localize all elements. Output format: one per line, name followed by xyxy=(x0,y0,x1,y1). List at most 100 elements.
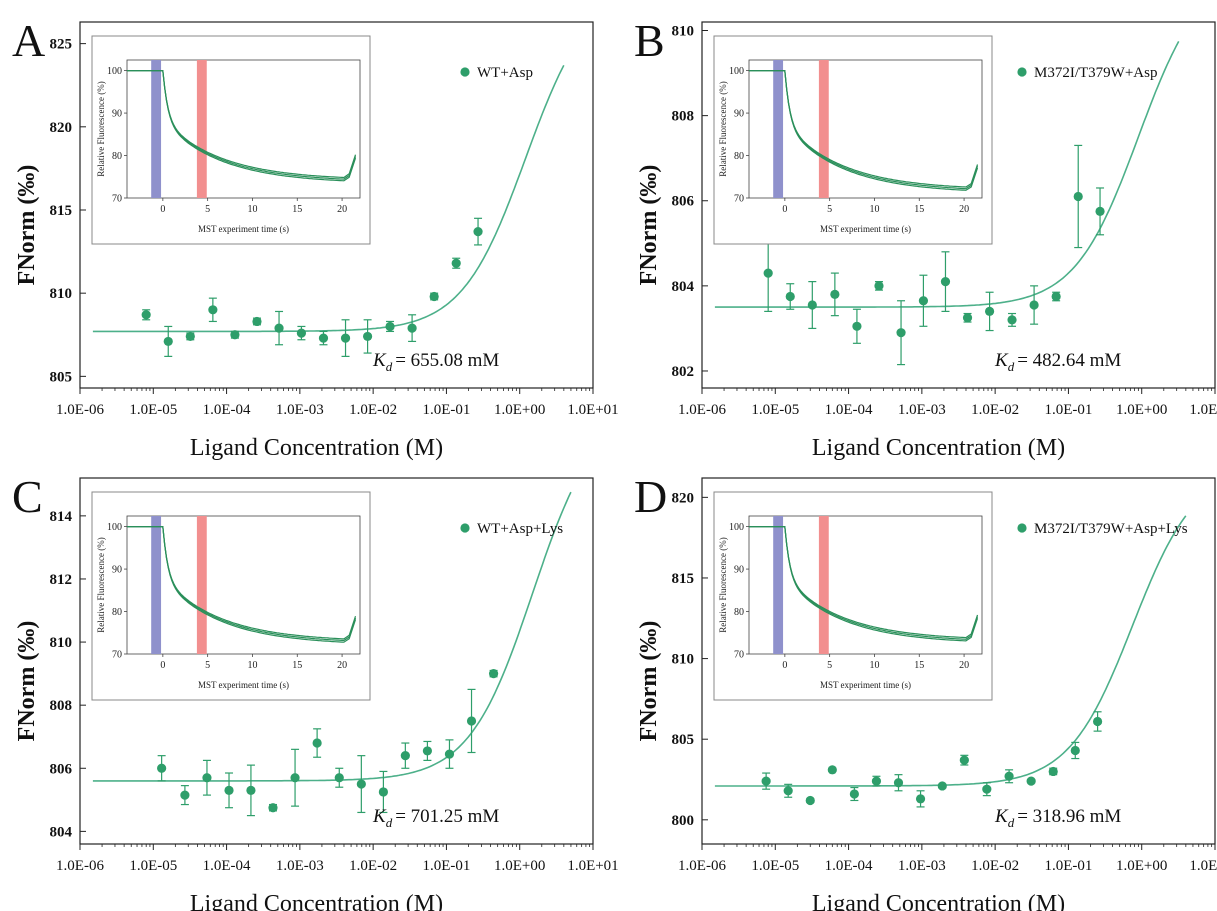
inset-x-label: MST experiment time (s) xyxy=(820,224,911,234)
point-marker xyxy=(1095,206,1105,216)
data-point xyxy=(1092,711,1103,732)
x-tick-label: 1.0E-02 xyxy=(349,402,397,418)
y-axis-title: FNorm (‰) xyxy=(14,165,40,286)
kd-annotation: Kd = 318.96 mM xyxy=(994,806,1121,830)
point-marker xyxy=(202,773,212,783)
inset-y-label: Relative Fluorescence (%) xyxy=(718,81,728,176)
inset-plot: 70 80 90 100 0 5 10 15 20 MST experiment time (s)… xyxy=(91,491,371,701)
data-point xyxy=(224,772,234,809)
x-tick-label: 1.0E+01 xyxy=(1189,402,1217,418)
x-tick-label: 1.0E+01 xyxy=(567,858,618,874)
mst-trace xyxy=(749,69,979,190)
data-point xyxy=(296,325,307,341)
mst-trace xyxy=(127,69,357,179)
data-point xyxy=(202,759,212,796)
panel-letter: D xyxy=(634,471,667,522)
x-tick-label: 1.0E-01 xyxy=(422,402,470,418)
y-tick-label: 802 xyxy=(672,364,695,380)
point-marker xyxy=(937,781,947,791)
x-axis-title: Ligand Concentration (M) xyxy=(812,891,1065,911)
x-tick-label: 1.0E-01 xyxy=(422,858,470,874)
data-point xyxy=(157,755,167,782)
point-marker xyxy=(827,765,837,775)
inset-y-tick-label: 100 xyxy=(729,66,744,77)
point-marker xyxy=(252,316,262,327)
legend-label: M372I/T379W+Asp+Lys xyxy=(1034,521,1188,537)
data-point xyxy=(230,330,240,340)
y-axis-title: FNorm (‰) xyxy=(636,621,662,742)
point-marker xyxy=(274,323,284,333)
inset-y-label: Relative Fluorescence (%) xyxy=(96,537,106,632)
point-marker xyxy=(246,785,256,795)
data-point xyxy=(180,785,190,806)
point-marker xyxy=(849,789,859,799)
legend-marker xyxy=(460,523,470,533)
data-point xyxy=(962,312,973,323)
point-marker xyxy=(429,291,439,302)
x-tick-label: 1.0E+00 xyxy=(494,402,545,418)
x-tick-label: 1.0E-02 xyxy=(971,402,1019,418)
y-tick-label: 800 xyxy=(672,813,695,829)
legend-label: WT+Asp xyxy=(477,65,533,81)
mst-trace xyxy=(127,525,357,642)
data-point xyxy=(982,782,992,797)
x-tick-label: 1.0E-02 xyxy=(971,858,1019,874)
x-axis-title: Ligand Concentration (M) xyxy=(190,435,443,461)
inset-x-tick-label: 0 xyxy=(160,204,165,215)
hot-region-band xyxy=(818,60,829,198)
data-point xyxy=(274,310,284,346)
fit-curve xyxy=(92,491,572,782)
inset-frame xyxy=(748,59,983,199)
x-tick-label: 1.0E+00 xyxy=(1116,402,1167,418)
inset-y-tick-label: 100 xyxy=(107,522,122,533)
inset-frame xyxy=(126,59,361,199)
point-marker xyxy=(318,333,329,343)
inset-plot: 70 80 90 100 0 5 10 15 20 MST experiment time (s)… xyxy=(713,491,993,701)
kd-subscript: d xyxy=(386,815,393,830)
point-marker xyxy=(807,300,817,310)
point-marker xyxy=(340,333,351,343)
point-marker xyxy=(362,331,373,342)
x-tick-label: 1.0E+00 xyxy=(494,858,545,874)
kd-annotation: Kd = 701.25 mM xyxy=(372,806,499,830)
inset-x-tick-label: 20 xyxy=(337,660,347,671)
point-marker xyxy=(918,296,929,306)
point-marker xyxy=(763,268,773,278)
point-marker xyxy=(400,751,410,761)
inset-x-label: MST experiment time (s) xyxy=(820,680,911,690)
point-marker xyxy=(185,331,195,342)
point-marker xyxy=(783,786,793,796)
data-point xyxy=(362,319,373,354)
data-point xyxy=(163,325,173,357)
y-tick-label: 810 xyxy=(50,635,73,651)
x-tick-label: 1.0E-05 xyxy=(129,858,177,874)
mst-trace xyxy=(749,69,979,191)
point-marker xyxy=(1004,771,1014,781)
legend-marker xyxy=(1017,523,1027,533)
data-point xyxy=(451,257,461,269)
data-point xyxy=(1007,312,1017,327)
x-tick-label: 1.0E+01 xyxy=(1189,858,1217,874)
kd-value: = 701.25 mM xyxy=(395,806,499,827)
point-marker xyxy=(141,310,151,320)
kd-symbol: K xyxy=(372,350,387,371)
inset-y-tick-label: 90 xyxy=(734,565,744,576)
x-tick-label: 1.0E-06 xyxy=(678,858,726,874)
data-point xyxy=(827,765,837,775)
x-axis-title: Ligand Concentration (M) xyxy=(812,435,1065,461)
y-tick-label: 814 xyxy=(50,509,73,525)
data-point xyxy=(830,272,840,317)
y-tick-label: 806 xyxy=(672,194,695,210)
kd-value: = 655.08 mM xyxy=(395,350,499,371)
inset-y-tick-label: 70 xyxy=(734,650,744,661)
data-point xyxy=(783,783,793,798)
kd-symbol: K xyxy=(372,806,387,827)
y-tick-label: 805 xyxy=(672,732,695,748)
inset-x-tick-label: 5 xyxy=(827,204,832,215)
plot-frame xyxy=(79,21,594,389)
point-marker xyxy=(1051,291,1061,302)
data-point xyxy=(1029,285,1039,325)
y-tick-label: 805 xyxy=(50,369,73,385)
